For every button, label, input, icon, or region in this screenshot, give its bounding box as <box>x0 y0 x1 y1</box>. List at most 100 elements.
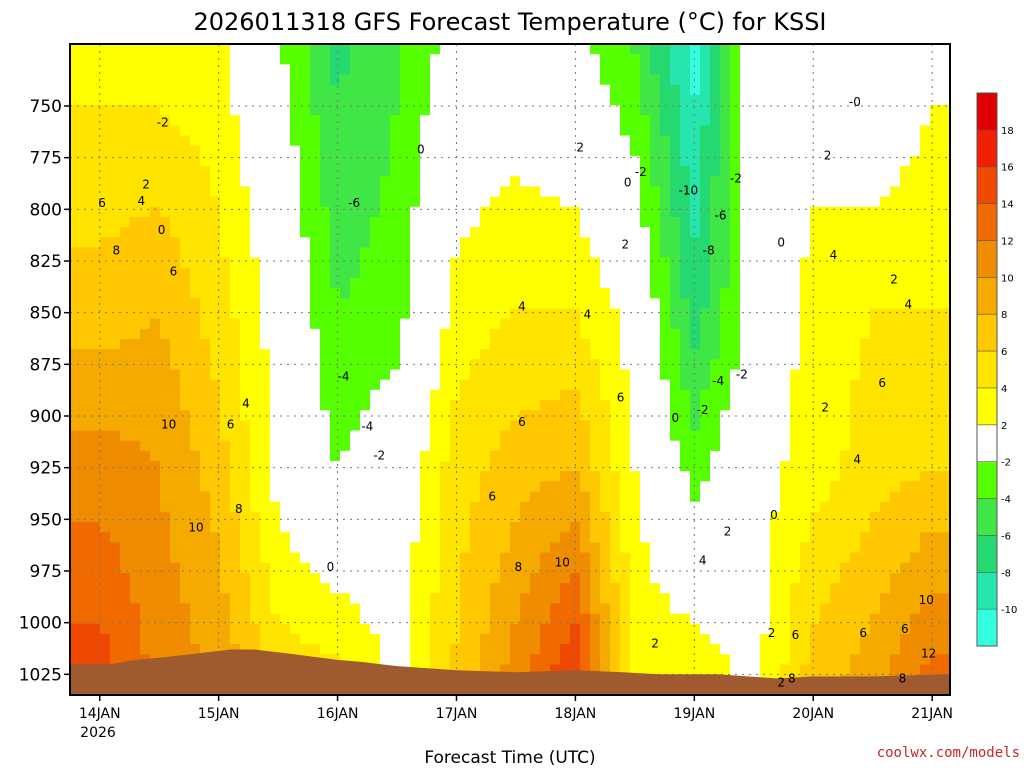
temperature-cell <box>560 206 571 218</box>
temperature-cell <box>580 603 591 615</box>
temperature-cell <box>640 572 651 584</box>
temperature-cell <box>550 369 561 381</box>
temperature-cell <box>670 593 681 605</box>
temperature-cell <box>500 206 511 218</box>
temperature-cell <box>350 105 361 116</box>
temperature-cell <box>680 125 691 137</box>
temperature-cell <box>160 176 171 187</box>
temperature-cell <box>130 328 141 340</box>
temperature-cell <box>480 471 491 482</box>
temperature-cell <box>80 481 91 493</box>
temperature-cell <box>390 440 401 452</box>
temperature-cell <box>280 338 291 350</box>
temperature-cell <box>270 64 281 76</box>
temperature-cell <box>750 267 761 279</box>
temperature-cell <box>120 450 131 462</box>
temperature-cell <box>650 501 661 513</box>
temperature-cell <box>760 54 771 65</box>
temperature-cell <box>140 74 151 86</box>
temperature-cell <box>560 501 571 513</box>
temperature-cell <box>130 44 141 55</box>
temperature-cell <box>830 389 841 401</box>
temperature-cell <box>170 613 181 625</box>
temperature-cell <box>80 349 91 360</box>
temperature-cell <box>700 227 711 238</box>
temperature-cell <box>560 94 571 106</box>
temperature-cell <box>260 288 271 299</box>
temperature-cell <box>420 267 431 279</box>
temperature-cell <box>650 593 661 605</box>
temperature-cell <box>690 664 701 676</box>
temperature-cell <box>570 379 581 391</box>
temperature-cell <box>710 389 721 401</box>
temperature-cell <box>680 349 691 360</box>
temperature-cell <box>420 583 431 594</box>
temperature-cell <box>360 481 371 493</box>
temperature-cell <box>740 186 751 198</box>
temperature-cell <box>220 115 231 126</box>
temperature-cell <box>350 420 361 432</box>
temperature-cell <box>540 135 551 147</box>
temperature-cell <box>310 440 321 452</box>
temperature-cell <box>160 450 171 462</box>
temperature-cell <box>760 288 771 299</box>
temperature-cell <box>180 247 191 259</box>
temperature-cell <box>490 267 501 279</box>
temperature-cell <box>340 522 351 533</box>
temperature-cell <box>370 481 381 493</box>
temperature-cell <box>720 491 731 503</box>
temperature-cell <box>370 74 381 86</box>
temperature-cell <box>430 633 441 645</box>
temperature-cell <box>270 532 281 544</box>
temperature-cell <box>100 522 111 533</box>
temperature-cell <box>460 562 471 574</box>
temperature-cell <box>100 155 111 167</box>
temperature-cell <box>550 522 561 533</box>
temperature-cell <box>640 338 651 350</box>
temperature-cell <box>140 491 151 503</box>
temperature-cell <box>370 186 381 198</box>
temperature-cell <box>700 298 711 310</box>
temperature-cell <box>430 196 441 208</box>
temperature-cell <box>780 562 791 574</box>
temperature-cell <box>580 369 591 381</box>
temperature-cell <box>350 176 361 187</box>
temperature-cell <box>830 542 841 554</box>
temperature-cell <box>800 552 811 564</box>
temperature-cell <box>590 389 601 401</box>
temperature-cell <box>550 84 561 96</box>
temperature-cell <box>710 501 721 513</box>
temperature-cell <box>620 247 631 259</box>
temperature-cell <box>330 603 341 615</box>
temperature-cell <box>680 288 691 299</box>
temperature-cell <box>590 94 601 106</box>
temperature-cell <box>610 440 621 452</box>
temperature-cell <box>610 257 621 269</box>
temperature-cell <box>500 328 511 340</box>
temperature-cell <box>390 572 401 584</box>
temperature-cell <box>840 105 851 116</box>
temperature-cell <box>810 115 821 126</box>
temperature-cell <box>700 623 711 635</box>
temperature-cell <box>430 623 441 635</box>
temperature-cell <box>420 349 431 360</box>
temperature-cell <box>750 623 761 635</box>
temperature-cell <box>460 94 471 106</box>
temperature-cell <box>660 522 671 533</box>
temperature-cell <box>260 440 271 452</box>
temperature-cell <box>830 562 841 574</box>
temperature-cell <box>660 379 671 391</box>
temperature-cell <box>620 288 631 299</box>
temperature-cell <box>150 522 161 533</box>
temperature-cell <box>130 216 141 228</box>
temperature-cell <box>280 115 291 126</box>
temperature-cell <box>380 135 391 147</box>
temperature-cell <box>450 227 461 238</box>
temperature-cell <box>610 552 621 564</box>
temperature-cell <box>80 44 91 55</box>
temperature-cell <box>540 410 551 421</box>
temperature-cell <box>120 338 131 350</box>
temperature-cell <box>710 125 721 137</box>
temperature-cell <box>520 94 531 106</box>
temperature-cell <box>140 308 151 320</box>
